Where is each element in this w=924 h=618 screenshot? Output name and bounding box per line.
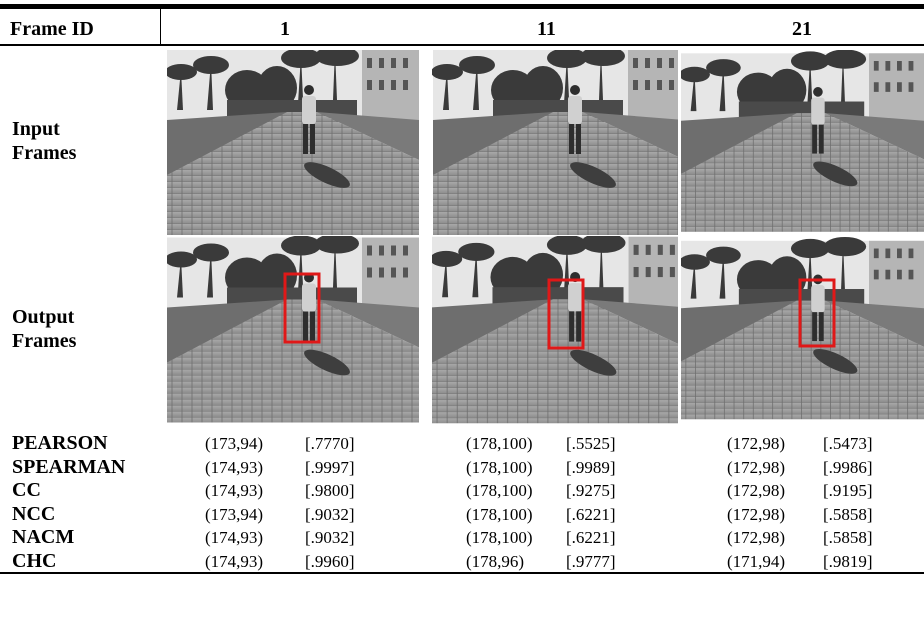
header-cell: Frame ID xyxy=(10,18,94,41)
row-label: Output Frames xyxy=(12,305,102,353)
score: [.9777] xyxy=(566,552,616,572)
coordinate: (178,100) xyxy=(466,505,533,525)
output-frame xyxy=(167,236,419,424)
score: [.9800] xyxy=(305,481,355,501)
score: [.9819] xyxy=(823,552,873,572)
coordinate: (178,100) xyxy=(466,481,533,501)
coordinate: (178,100) xyxy=(466,434,533,454)
score: [.9997] xyxy=(305,458,355,478)
input-frame xyxy=(167,50,419,235)
score: [.9989] xyxy=(566,458,616,478)
score: [.6221] xyxy=(566,505,616,525)
input-frame xyxy=(681,50,924,235)
header-cell: 11 xyxy=(537,18,556,41)
coordinate: (173,94) xyxy=(205,434,263,454)
output-frame xyxy=(424,236,678,424)
score: [.5473] xyxy=(823,434,873,454)
metric-label: CC xyxy=(12,479,41,502)
score: [.9986] xyxy=(823,458,873,478)
page: {"table": { "header": ["Frame ID", "1", … xyxy=(0,0,924,618)
metric-label: SPEARMAN xyxy=(12,456,125,479)
metric-label: PEARSON xyxy=(12,432,108,455)
coordinate: (172,98) xyxy=(727,434,785,454)
score: [.5858] xyxy=(823,505,873,525)
coordinate: (172,98) xyxy=(727,481,785,501)
score: [.5858] xyxy=(823,528,873,548)
coordinate: (178,100) xyxy=(466,458,533,478)
coordinate: (174,93) xyxy=(205,552,263,572)
metric-label: NCC xyxy=(12,503,55,526)
coordinate: (178,100) xyxy=(466,528,533,548)
coordinate: (173,94) xyxy=(205,505,263,525)
metric-label: CHC xyxy=(12,550,56,573)
score: [.9960] xyxy=(305,552,355,572)
score: [.7770] xyxy=(305,434,355,454)
score: [.5525] xyxy=(566,434,616,454)
score: [.9032] xyxy=(305,505,355,525)
output-frame xyxy=(681,236,924,424)
score: [.9032] xyxy=(305,528,355,548)
input-frame xyxy=(424,50,678,235)
coordinate: (172,98) xyxy=(727,505,785,525)
header-cell: 1 xyxy=(280,18,290,41)
row-label: Input Frames xyxy=(12,117,102,165)
score: [.9275] xyxy=(566,481,616,501)
header-rule xyxy=(0,44,924,46)
top-rule xyxy=(0,4,924,9)
coordinate: (172,98) xyxy=(727,528,785,548)
coordinate: (174,93) xyxy=(205,528,263,548)
bottom-rule xyxy=(0,572,924,574)
column-rule xyxy=(160,9,161,46)
metric-label: NACM xyxy=(12,526,74,549)
coordinate: (172,98) xyxy=(727,458,785,478)
coordinate: (171,94) xyxy=(727,552,785,572)
score: [.9195] xyxy=(823,481,873,501)
coordinate: (174,93) xyxy=(205,458,263,478)
score: [.6221] xyxy=(566,528,616,548)
header-cell: 21 xyxy=(792,18,812,41)
coordinate: (174,93) xyxy=(205,481,263,501)
coordinate: (178,96) xyxy=(466,552,524,572)
